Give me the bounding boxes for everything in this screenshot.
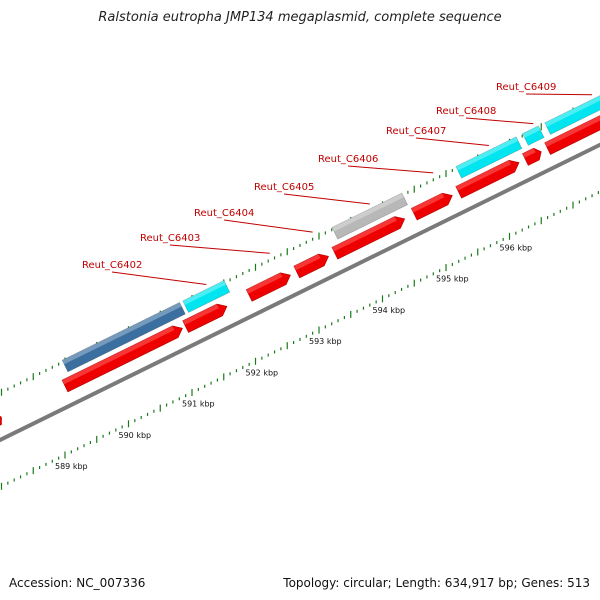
cds-arrow-shine [62, 325, 175, 385]
gene-label: Reut_C6402 [82, 260, 142, 271]
gene-label-leader [415, 137, 489, 146]
cds-arrow-shine [182, 304, 219, 325]
gene-label-leader [465, 117, 534, 125]
gene-label-leader [525, 93, 593, 96]
cog-bar [331, 192, 408, 240]
axis-tick-label: 594 kbp [373, 306, 406, 315]
cog-bar-shine [455, 136, 519, 171]
axis-tick-label: 595 kbp [436, 275, 469, 284]
cog-bar-shine [62, 302, 182, 365]
gene-label: Reut_C6408 [436, 106, 496, 117]
cds-arrow-shape [455, 160, 520, 199]
cds-arrow-shape [245, 272, 291, 302]
axis-tick-label: 591 kbp [182, 400, 215, 409]
cog-bar-shape [331, 192, 408, 240]
axis-tick-label: 593 kbp [309, 337, 342, 346]
cog-layer [61, 78, 600, 373]
cog-bar [61, 301, 186, 373]
gene-label: Reut_C6409 [496, 82, 556, 93]
cds-arrow [61, 325, 183, 393]
cog-bar [182, 280, 231, 313]
cds-arrow-shape [0, 412, 2, 429]
cds-arrow-shine [246, 272, 283, 294]
backbone-layer [0, 142, 600, 443]
cds-arrow [522, 147, 542, 166]
cog-bar [544, 78, 600, 135]
cds-arrow-shape [410, 192, 453, 221]
cog-bar-shape [182, 280, 231, 313]
gene-label: Reut_C6405 [254, 182, 314, 193]
cds-arrow-shape [61, 325, 183, 393]
cds-arrow [245, 272, 291, 302]
accession-text: Accession: NC_007336 [9, 576, 146, 590]
cds-arrow-shine [455, 160, 511, 191]
cog-bar-shape [61, 301, 186, 373]
gene-label: Reut_C6404 [194, 208, 254, 219]
cds-arrow-shine [522, 148, 536, 158]
axis-tick-label: 590 kbp [119, 431, 152, 440]
gene-label: Reut_C6406 [318, 154, 378, 165]
gene-label-leader [111, 271, 207, 286]
gene-label: Reut_C6407 [386, 126, 446, 137]
cog-bar-shape [455, 136, 523, 179]
axis-tick-label: 589 kbp [55, 462, 88, 471]
label-layer: Reut_C6402 Reut_C6403 Reut_C6404 Reut_C6405… [82, 82, 593, 286]
cds-arrow [331, 216, 406, 260]
cds-arrow [410, 192, 453, 221]
cds-arrow-shine [411, 193, 445, 213]
cds-arrow-shape [544, 102, 600, 155]
gene-label-leader [347, 165, 434, 174]
cog-bar-shine [332, 193, 404, 232]
map-title: Ralstonia eutropha JMP134 megaplasmid, c… [98, 10, 502, 25]
cog-bar-shape [522, 125, 545, 146]
cog-bar-shine [182, 280, 227, 305]
cds-layer [0, 102, 600, 429]
gene-label: Reut_C6403 [140, 233, 200, 244]
backbone-line [0, 142, 600, 443]
gene-label-leader [223, 219, 313, 233]
cog-bar [522, 125, 545, 146]
axis-tick-label: 592 kbp [246, 368, 279, 377]
cds-arrow-shine [544, 102, 600, 147]
cds-arrow [182, 303, 228, 333]
cds-arrow [293, 253, 329, 279]
cog-bar-shine [544, 79, 600, 127]
gene-label-leader [283, 193, 370, 205]
cds-arrow-shine [332, 216, 397, 252]
cog-bar-shape [544, 78, 600, 135]
gene-label-leader [169, 244, 270, 254]
cds-arrow [544, 102, 600, 155]
summary-text: Topology: circular; Length: 634,917 bp; … [283, 576, 590, 590]
axis-tick-label: 596 kbp [500, 243, 533, 252]
cds-arrow [0, 412, 2, 429]
cds-arrow-shine [293, 254, 321, 271]
cds-arrow [455, 160, 520, 199]
cog-bar [455, 136, 523, 179]
cog-bar-shine [522, 125, 541, 138]
